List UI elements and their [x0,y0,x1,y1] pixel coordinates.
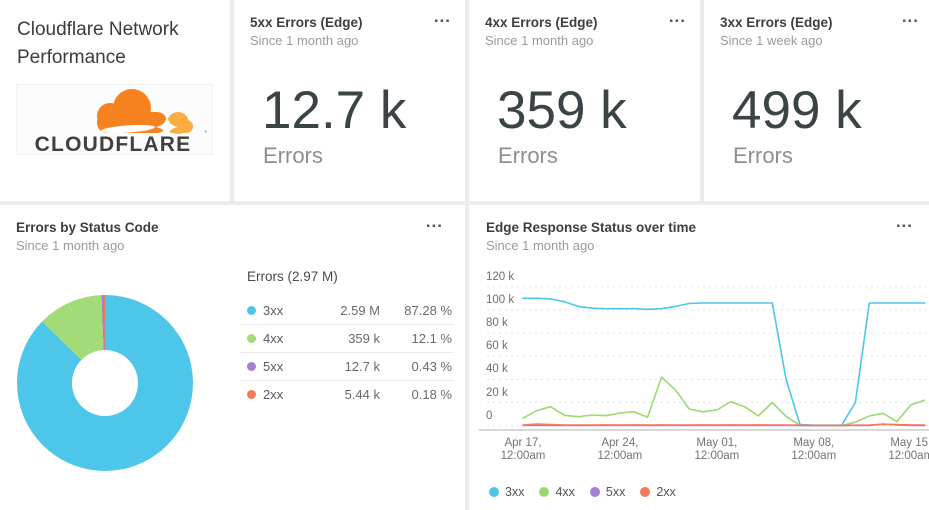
legend-row-2xx: 2xx 5.44 k 0.18 % [240,380,454,408]
metric-card-4xx: 4xx Errors (Edge) Since 1 month ago ... … [469,0,700,201]
metric-value: 12.7 k [262,81,407,140]
timeseries-chart[interactable] [469,205,929,510]
cloudflare-logo-image: CLOUDFLARE ' [35,89,207,156]
top-row: Cloudflare Network Performance CLOUDFLAR… [0,0,929,201]
more-options-icon[interactable]: ... [433,7,451,26]
more-options-icon[interactable]: ... [668,7,686,26]
card-title: 4xx Errors (Edge) [485,15,598,30]
metric-value: 499 k [732,81,862,140]
metric-unit-label: Errors [733,143,793,168]
card-title: 5xx Errors (Edge) [250,15,363,30]
legend-item-4xx[interactable]: 4xx [539,485,575,499]
slice-percent: 12.1 % [411,331,452,346]
slice-label: 4xx [263,331,284,346]
timeseries-legend: 3xx 4xx 5xx 2xx [489,485,676,499]
legend-label: 2xx [656,485,676,499]
slice-percent: 0.18 % [411,387,452,402]
cloud-icon [97,89,193,139]
bottom-row: Errors by Status Code Since 1 month ago … [0,205,929,510]
legend-label: 3xx [505,485,525,499]
slice-percent: 87.28 % [404,302,452,318]
card-subtitle: Since 1 month ago [486,238,595,253]
card-subtitle: Since 1 month ago [485,33,594,48]
legend-row-5xx: 5xx 12.7 k 0.43 % [240,352,454,380]
more-options-icon[interactable]: ... [425,212,443,231]
metric-card-3xx: 3xx Errors (Edge) Since 1 week ago ... 4… [704,0,929,201]
slice-label: 5xx [263,359,284,374]
5xx-color-dot [589,487,600,497]
card-title: Edge Response Status over time [486,220,697,235]
4xx-color-dot [539,487,550,497]
metric-unit-label: Errors [498,143,558,168]
card-subtitle: Since 1 week ago [720,33,823,48]
legend-item-3xx[interactable]: 3xx [489,485,524,499]
slice-value: 2.59 M [340,302,380,318]
2xx-color-dot [640,487,651,497]
legend-header: Errors (2.97 M) [247,269,338,284]
logo-wordmark: CLOUDFLARE [35,133,192,154]
more-options-icon[interactable]: ... [901,7,919,26]
slice-value: 5.44 k [344,387,380,402]
card-title: Errors by Status Code [16,220,159,235]
slice-percent: 0.43 % [411,359,452,374]
donut-legend-table: Errors (2.97 M) 3xx 2.59 M 87.28 % 4xx 3… [240,269,454,408]
slice-label: 3xx [263,302,284,318]
slice-value: 359 k [348,331,380,346]
legend-row-4xx: 4xx 359 k 12.1 % [240,324,454,352]
more-options-icon[interactable]: ... [895,212,913,231]
legend-row-3xx: 3xx 2.59 M 87.28 % [240,296,454,324]
card-title: 3xx Errors (Edge) [720,15,833,30]
legend-label: 4xx [555,485,575,499]
slice-label: 2xx [263,387,284,402]
errors-by-status-code-card: Errors by Status Code Since 1 month ago … [0,205,465,510]
2xx-color-dot [247,390,256,399]
metric-value: 359 k [497,81,627,140]
donut-hole [72,350,138,416]
card-subtitle: Since 1 month ago [16,238,125,253]
legend-item-5xx[interactable]: 5xx [589,485,626,499]
4xx-color-dot [247,334,256,343]
metric-unit-label: Errors [263,143,323,168]
cloudflare-logo: CLOUDFLARE ' [16,84,213,156]
sparkle-icon [156,115,178,139]
3xx-color-dot [247,305,256,315]
edge-response-status-card: Edge Response Status over time Since 1 m… [469,205,929,510]
legend-item-2xx[interactable]: 2xx [640,485,676,499]
3xx-color-dot [489,487,499,497]
metric-card-5xx: 5xx Errors (Edge) Since 1 month ago ... … [234,0,465,201]
logo-mark: ' [205,129,207,139]
card-subtitle: Since 1 month ago [250,33,359,48]
legend-label: 5xx [605,485,626,499]
slice-value: 12.7 k [344,359,380,374]
info-card: Cloudflare Network Performance CLOUDFLAR… [0,0,230,201]
page-title: Cloudflare Network Performance [17,19,179,68]
5xx-color-dot [247,362,256,371]
donut-chart[interactable] [17,295,193,471]
